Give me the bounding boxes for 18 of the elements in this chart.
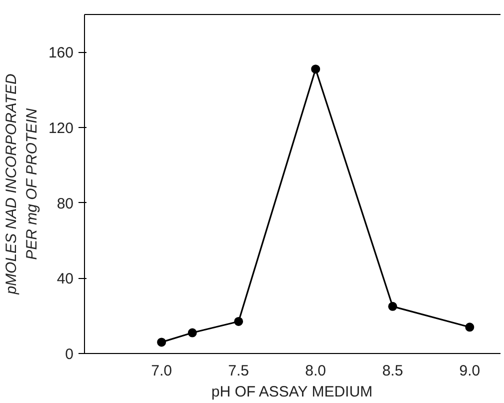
point <box>188 328 197 338</box>
point <box>234 316 244 326</box>
y-tick-label: 40 <box>56 270 74 288</box>
x-tick-label: 9.0 <box>459 362 480 380</box>
x-tick-label: 7.0 <box>151 362 172 380</box>
x-tick-label: 8.5 <box>382 362 404 380</box>
y-tick-label: 80 <box>56 195 74 212</box>
x-tick-label: 8.0 <box>305 362 326 380</box>
x-axis-title: pH OF ASSAY MEDIUM <box>211 384 373 400</box>
point <box>311 64 320 74</box>
y-tick-label: 120 <box>48 120 74 137</box>
y-axis-title: pMOLES NAD INCORPORATED PER mg OF PROTEIN <box>3 74 40 296</box>
y-tick-label: 160 <box>48 44 74 62</box>
point <box>465 322 474 332</box>
y-tick-label: 0 <box>65 346 74 363</box>
point <box>157 338 166 347</box>
point <box>388 302 398 311</box>
x-tick-label: 7.5 <box>228 362 250 380</box>
